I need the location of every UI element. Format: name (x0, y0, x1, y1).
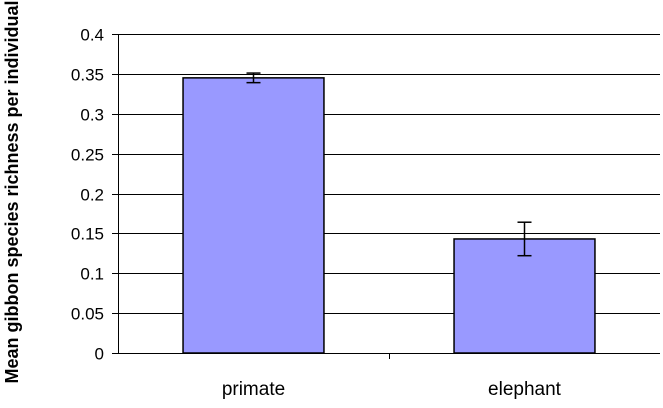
y-tick-label: 0.25 (71, 146, 104, 165)
y-tick-label: 0.15 (71, 225, 104, 244)
x-tick-labels: primate elephant (222, 379, 562, 400)
y-tick-label: 0.1 (80, 265, 104, 284)
y-tick-labels: 0 0.05 0.1 0.15 0.2 0.25 0.3 0.35 0.4 (71, 26, 104, 364)
y-tick-label: 0.05 (71, 305, 104, 324)
x-tick-label-primate: primate (222, 379, 285, 400)
bar-elephant (453, 238, 596, 354)
y-axis-label: Mean gibbon species richness per individ… (2, 0, 22, 383)
y-tick-label: 0.2 (80, 186, 104, 205)
y-tick-label: 0.3 (80, 106, 104, 125)
y-tick-label: 0.35 (71, 66, 104, 85)
bars (182, 72, 596, 354)
y-tick-label: 0 (95, 345, 104, 364)
y-tick-label: 0.4 (80, 26, 104, 45)
bar-primate (182, 77, 325, 354)
x-tick-label-elephant: elephant (488, 379, 562, 400)
axes (112, 34, 660, 359)
